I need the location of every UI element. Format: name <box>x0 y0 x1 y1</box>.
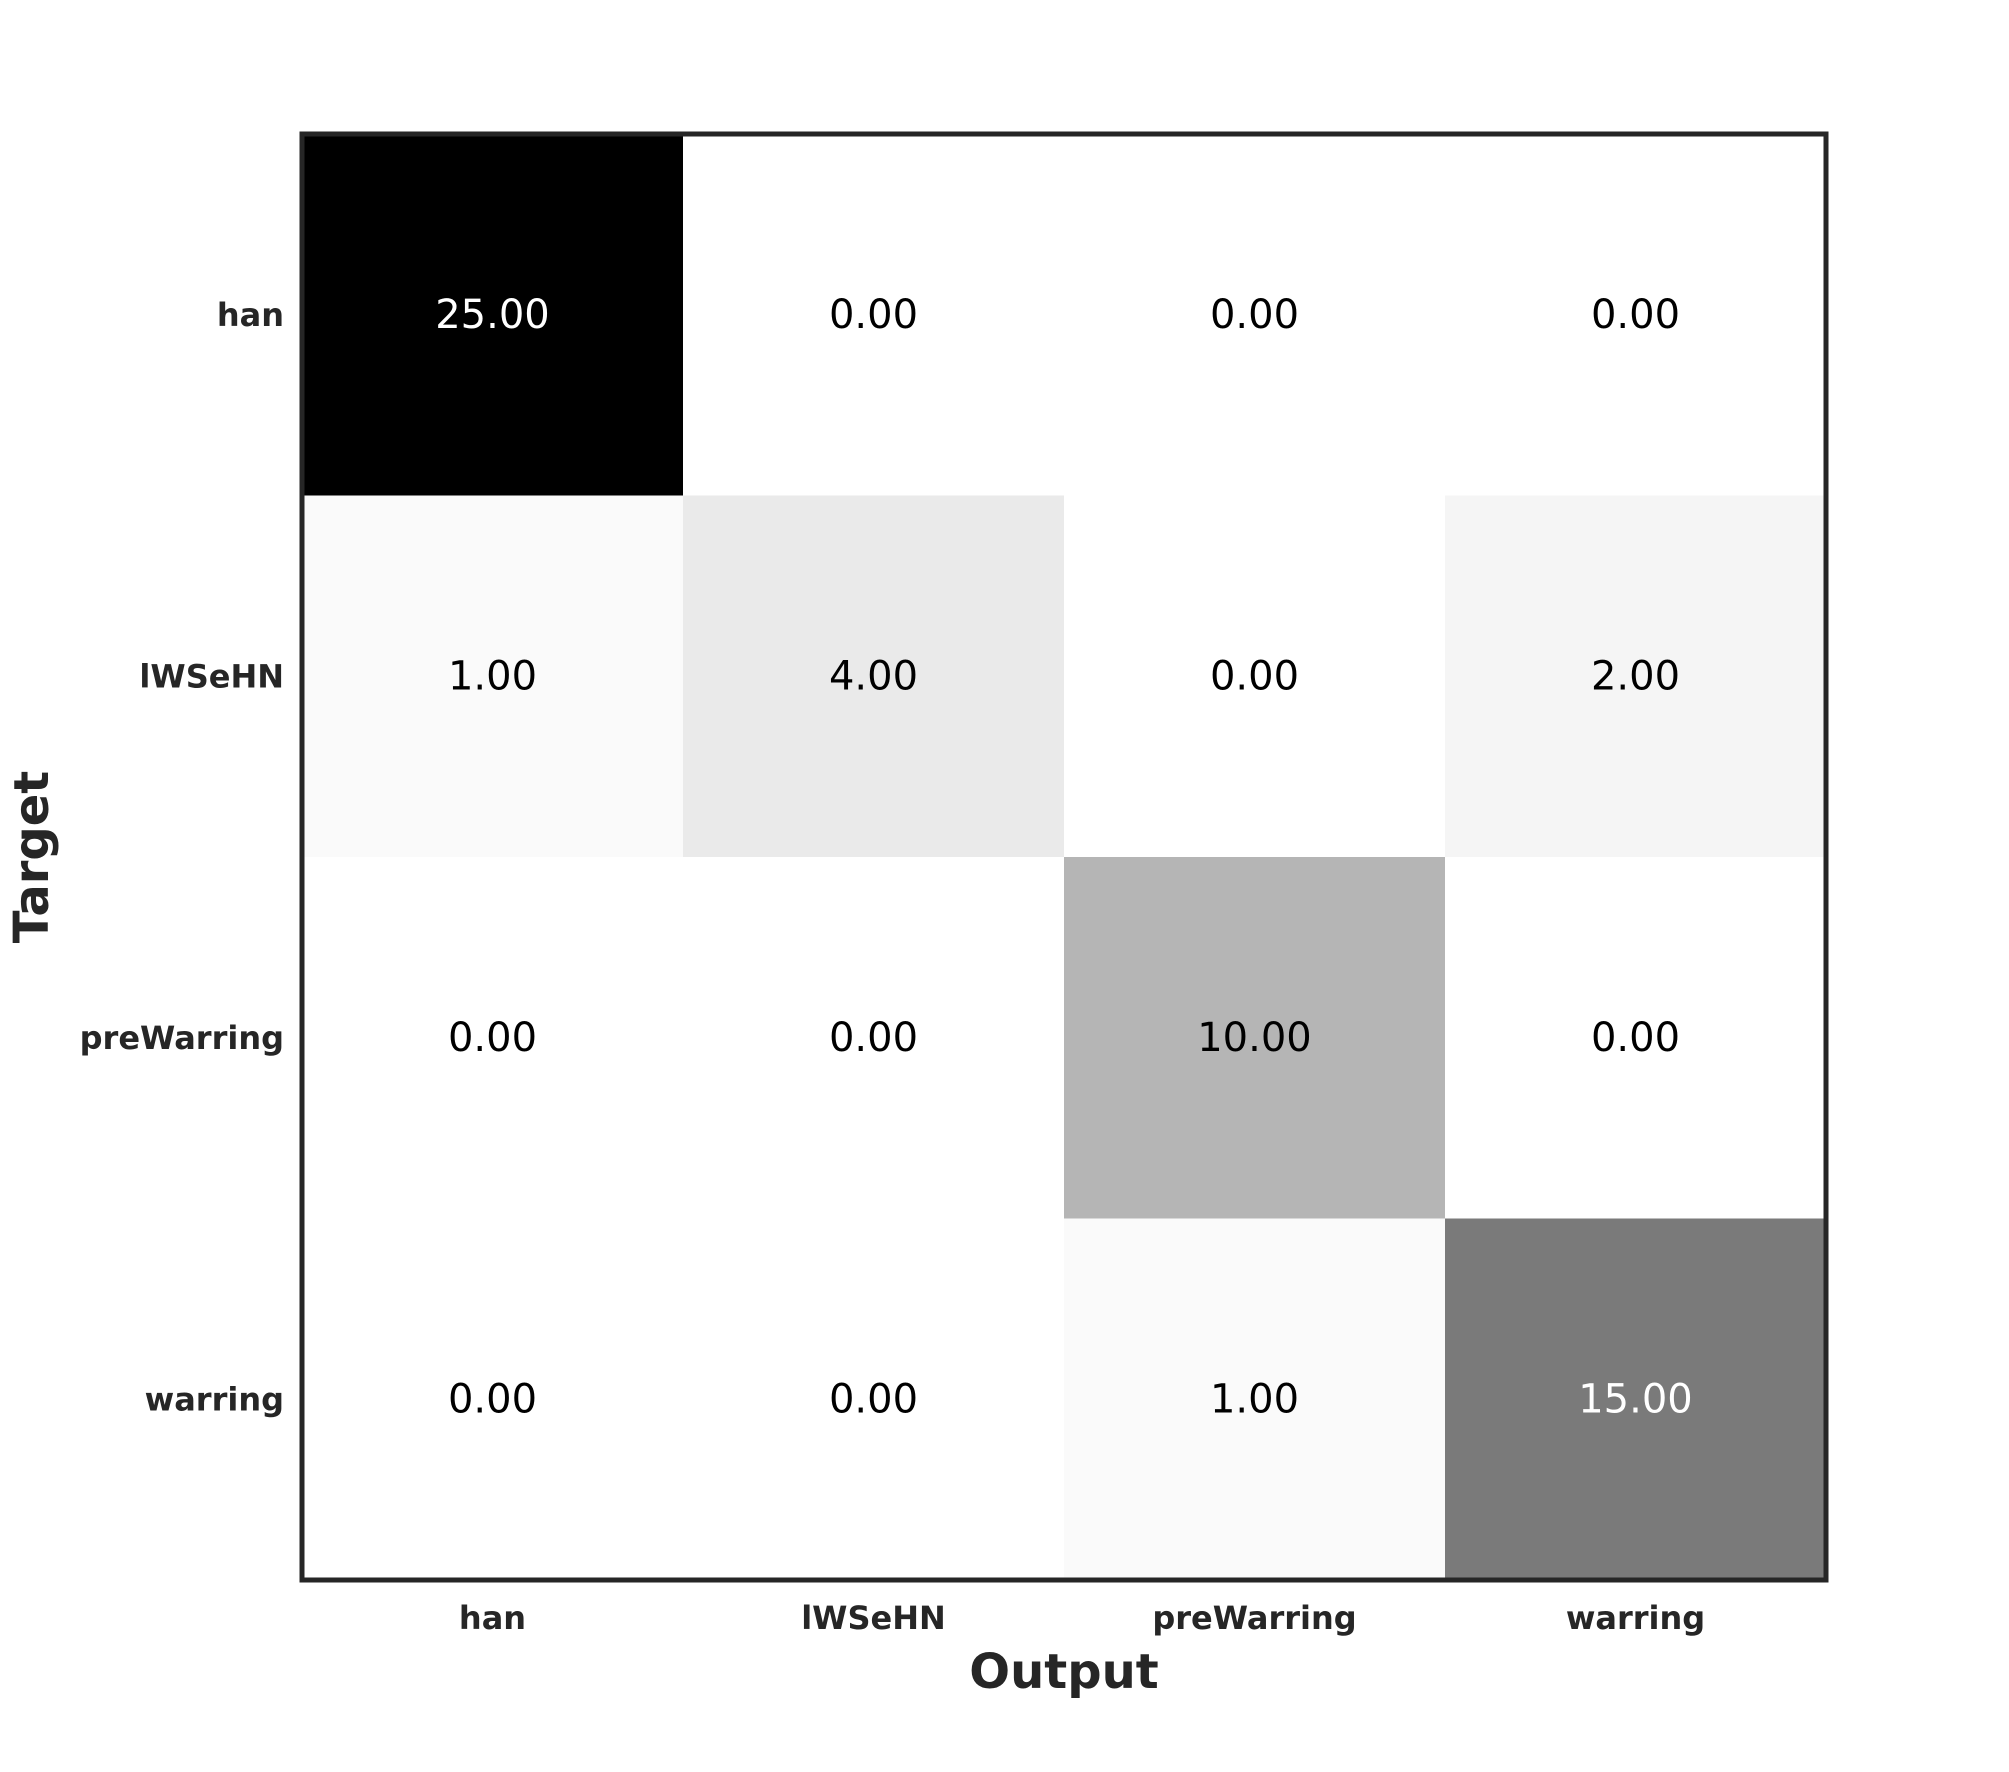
y-tick-label: warring <box>145 1380 284 1418</box>
y-tick-labels: han lWSeHN preWarring warring <box>80 296 284 1419</box>
heatmap-cell <box>1445 134 1827 497</box>
y-axis-title: Target <box>4 771 60 943</box>
plot-frame <box>299 131 1829 1583</box>
heatmap-cell <box>1445 495 1827 858</box>
cell-value-label: 0.00 <box>1591 292 1680 338</box>
cell-value-label: 25.00 <box>435 292 550 338</box>
cell-value-label: 10.00 <box>1197 1015 1312 1061</box>
x-tick-label: warring <box>1566 1599 1705 1637</box>
cell-value-label: 2.00 <box>1591 653 1680 699</box>
x-tick-labels: han lWSeHN preWarring warring <box>459 1599 1705 1637</box>
heatmap-cell <box>1064 1218 1446 1581</box>
cell-value-label: 1.00 <box>448 653 537 699</box>
x-tick-label: preWarring <box>1152 1599 1356 1637</box>
cell-value-labels: 25.00 0.00 0.00 0.00 1.00 4.00 0.00 2.00 0.00 0.0… <box>435 292 1693 1423</box>
cell-value-label: 1.00 <box>1210 1376 1299 1422</box>
cell-value-label: 0.00 <box>829 1015 918 1061</box>
cell-value-label: 0.00 <box>448 1376 537 1422</box>
x-tick-label: han <box>459 1599 526 1637</box>
cell-value-label: 0.00 <box>829 1376 918 1422</box>
y-tick-label: han <box>217 296 284 334</box>
heatmap-cell <box>683 857 1065 1220</box>
heatmap-cell <box>1445 1218 1827 1581</box>
heatmap-cell <box>683 495 1065 858</box>
heatmap-cell <box>302 134 684 497</box>
heatmap-cell <box>302 1218 684 1581</box>
heatmap-cell <box>1064 134 1446 497</box>
heatmap-cell <box>1064 495 1446 858</box>
heatmap-cell <box>302 495 684 858</box>
heatmap-cell <box>302 857 684 1220</box>
y-tick-label: lWSeHN <box>139 657 284 695</box>
heatmap-cell <box>1445 857 1827 1220</box>
heatmap-cell <box>683 134 1065 497</box>
y-tick-label: preWarring <box>80 1019 284 1057</box>
cell-value-label: 4.00 <box>829 653 918 699</box>
cell-value-label: 0.00 <box>1591 1015 1680 1061</box>
x-axis-title: Output <box>969 1644 1158 1700</box>
cell-value-label: 0.00 <box>829 292 918 338</box>
cell-value-label: 15.00 <box>1578 1376 1693 1422</box>
cell-value-label: 0.00 <box>1210 292 1299 338</box>
x-tick-label: lWSeHN <box>801 1599 946 1637</box>
cell-value-label: 0.00 <box>1210 653 1299 699</box>
heatmap-cell <box>683 1218 1065 1581</box>
cell-value-label: 0.00 <box>448 1015 537 1061</box>
heatmap-cells <box>302 134 1827 1581</box>
heatmap-cell <box>1064 857 1446 1220</box>
